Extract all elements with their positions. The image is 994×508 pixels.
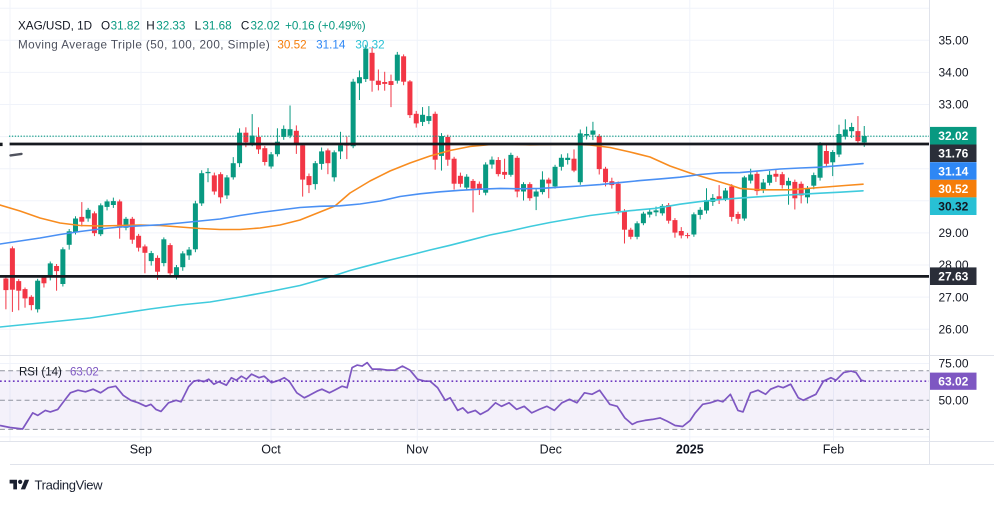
svg-text:Moving Average Triple (50, 100: Moving Average Triple (50, 100, 200, Sim… <box>18 38 385 51</box>
svg-text:75.00: 75.00 <box>939 357 969 371</box>
svg-text:63.02: 63.02 <box>938 375 968 389</box>
svg-text:27.00: 27.00 <box>939 290 969 304</box>
svg-text:34.00: 34.00 <box>939 66 969 80</box>
svg-text:30.32: 30.32 <box>938 200 968 214</box>
svg-text:29.00: 29.00 <box>939 226 969 240</box>
svg-text:30.52: 30.52 <box>938 182 968 196</box>
svg-text:TradingView: TradingView <box>35 477 104 492</box>
svg-text:RSI (14)63.02: RSI (14) 63.02 <box>19 366 99 378</box>
svg-text:33.00: 33.00 <box>939 98 969 112</box>
svg-text:32.02: 32.02 <box>938 129 968 143</box>
svg-text:Oct: Oct <box>261 443 281 457</box>
svg-text:Feb: Feb <box>823 443 845 457</box>
svg-text:Sep: Sep <box>130 443 152 457</box>
svg-text:Dec: Dec <box>540 443 562 457</box>
svg-text:31.76: 31.76 <box>938 147 968 161</box>
svg-text:35.00: 35.00 <box>939 34 969 48</box>
svg-text:50.00: 50.00 <box>939 393 969 407</box>
svg-text:26.00: 26.00 <box>939 322 969 336</box>
svg-text:27.63: 27.63 <box>938 270 968 284</box>
svg-text:Nov: Nov <box>406 443 429 457</box>
svg-text:2025: 2025 <box>676 443 704 457</box>
svg-text:31.14: 31.14 <box>938 164 968 178</box>
